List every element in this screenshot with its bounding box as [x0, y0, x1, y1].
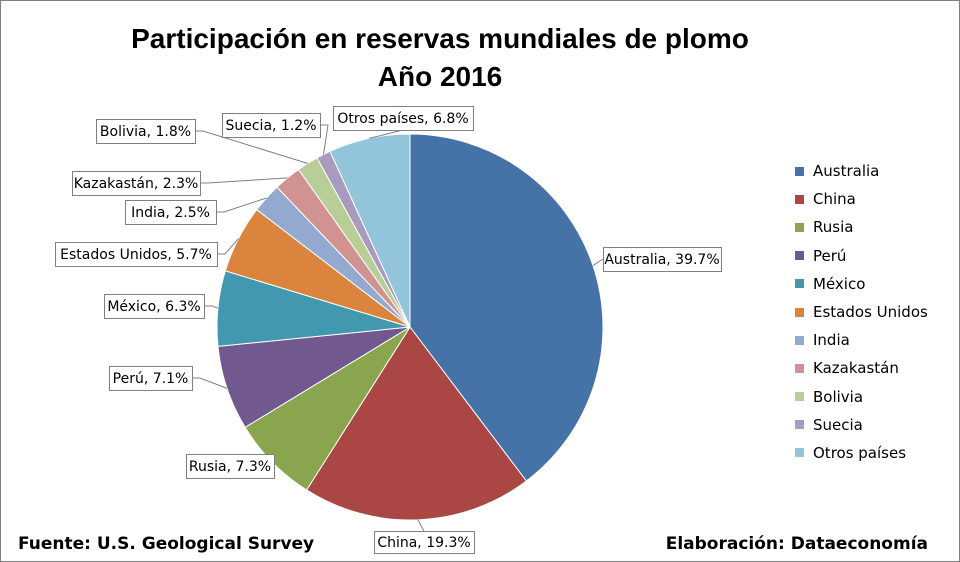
legend-item: Perú — [795, 242, 928, 270]
data-label-box — [186, 454, 275, 479]
data-label-box — [104, 294, 205, 319]
data-label: Kazakastán, 2.3% — [72, 171, 201, 196]
legend-swatch — [795, 420, 804, 430]
data-label: Australia, 39.7% — [603, 247, 722, 272]
legend-label: India — [813, 331, 850, 350]
data-label-text: Otros países, 6.8% — [337, 111, 468, 127]
leader-line — [204, 305, 219, 309]
chart-title-line1: Participación en reservas mundiales de p… — [131, 23, 749, 54]
legend-label: México — [813, 274, 866, 293]
data-label-text: México, 6.3% — [107, 299, 200, 315]
pie-slice-otros-países — [329, 133, 411, 328]
data-label-box — [55, 242, 218, 267]
leader-lines — [192, 124, 604, 532]
data-label-text: Estados Unidos, 5.7% — [60, 247, 212, 263]
chart-title-line2: Año 2016 — [377, 61, 503, 92]
legend-item: Suecia — [795, 411, 928, 439]
pie-slice-china — [305, 326, 528, 521]
data-label: Perú, 7.1% — [109, 366, 193, 391]
leader-line — [320, 124, 329, 155]
legend-label: Australia — [813, 162, 880, 181]
data-labels: Australia, 39.7% China, 19.3% Rusia, 7.3% P… — [55, 106, 722, 554]
leader-line — [192, 377, 228, 389]
legend-swatch — [795, 279, 804, 289]
leader-line — [200, 177, 288, 184]
legend-label: Estados Unidos — [813, 303, 928, 322]
legend-item: India — [795, 326, 928, 354]
legend-label: Bolivia — [813, 387, 864, 406]
data-label-text: India, 2.5% — [131, 205, 210, 221]
legend-label: China — [813, 190, 856, 209]
data-label: India, 2.5% — [125, 200, 217, 225]
data-label: México, 6.3% — [104, 294, 205, 319]
legend-swatch — [795, 251, 804, 261]
data-label-text: China, 19.3% — [377, 535, 470, 551]
credit-note: Elaboración: Dataeconomía — [665, 534, 928, 554]
legend-label: Perú — [813, 246, 847, 265]
data-label-box — [125, 200, 217, 225]
legend-item: Otros países — [795, 439, 928, 467]
data-label-text: Australia, 39.7% — [604, 252, 719, 268]
legend-swatch — [795, 392, 804, 402]
legend-swatch — [795, 307, 804, 317]
legend-swatch — [795, 194, 804, 204]
data-label-text: Perú, 7.1% — [113, 371, 189, 387]
data-label-box — [222, 113, 321, 138]
data-label-text: Suecia, 1.2% — [225, 118, 316, 134]
pie-slice-australia — [409, 133, 604, 482]
legend-swatch — [795, 166, 804, 176]
legend-item: Rusia — [795, 213, 928, 241]
data-label-text: Rusia, 7.3% — [189, 459, 271, 475]
source-note: Fuente: U.S. Geological Survey — [18, 534, 315, 554]
legend-label: Suecia — [813, 415, 863, 434]
legend-item: Australia — [795, 157, 928, 185]
data-label: Bolivia, 1.8% — [96, 119, 196, 144]
legend-swatch — [795, 222, 804, 232]
legend-swatch — [795, 335, 804, 345]
data-label-box — [72, 171, 201, 196]
legend-label: Rusia — [813, 218, 854, 237]
legend-label: Kazakastán — [813, 359, 899, 378]
leader-line — [592, 258, 604, 267]
chart-title: Participación en reservas mundiales de p… — [0, 20, 880, 96]
legend-swatch — [795, 448, 804, 458]
legend-item: China — [795, 185, 928, 213]
chart-legend: Australia China Rusia Perú México Estados Uni… — [795, 157, 928, 467]
legend-item: Estados Unidos — [795, 298, 928, 326]
leader-line — [417, 519, 425, 532]
leader-line — [368, 129, 404, 139]
data-label: Estados Unidos, 5.7% — [55, 242, 218, 267]
legend-label: Otros países — [813, 443, 907, 462]
data-label-box — [96, 119, 196, 144]
leader-line — [217, 238, 239, 255]
data-label-text: Bolivia, 1.8% — [100, 124, 191, 140]
data-label-box — [603, 247, 722, 272]
data-label: Otros países, 6.8% — [333, 106, 474, 131]
data-label-box — [333, 106, 474, 131]
legend-item: México — [795, 270, 928, 298]
data-label: China, 19.3% — [374, 531, 475, 554]
data-label-text: Kazakastán, 2.3% — [74, 176, 199, 192]
data-label-box — [374, 531, 475, 554]
data-label: Suecia, 1.2% — [222, 113, 321, 138]
data-label: Rusia, 7.3% — [186, 454, 275, 479]
legend-swatch — [795, 363, 804, 373]
legend-item: Bolivia — [795, 383, 928, 411]
leader-line — [195, 130, 308, 164]
leader-line — [216, 197, 267, 213]
legend-item: Kazakastán — [795, 354, 928, 382]
data-label-box — [109, 366, 193, 391]
